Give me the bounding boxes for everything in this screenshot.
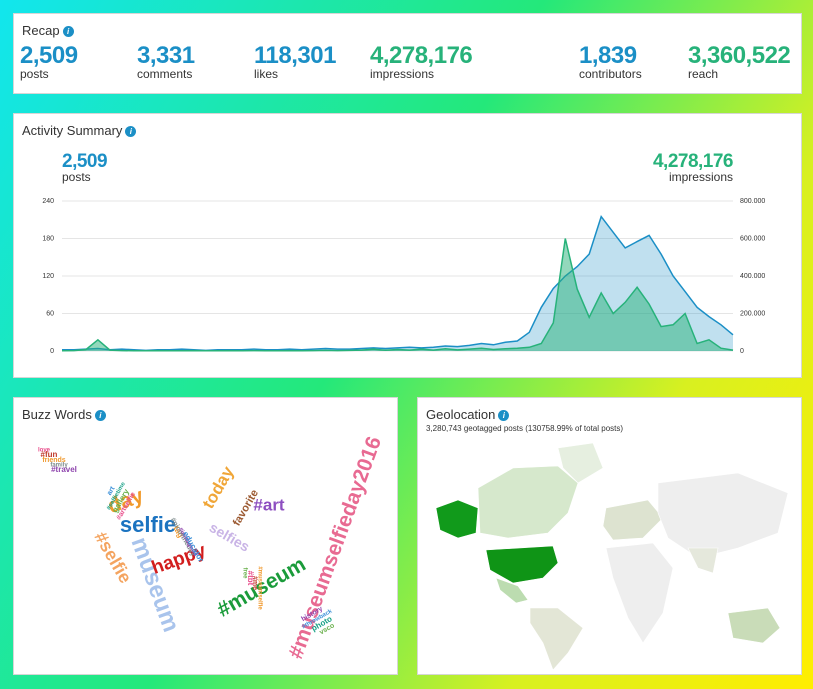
buzz-word: friends: [42, 457, 65, 464]
usa: [485, 545, 559, 584]
info-icon[interactable]: i: [62, 26, 74, 37]
stat-label: reach: [688, 67, 719, 81]
total-impressions: 4,278,176 impressions: [652, 151, 734, 184]
buzz-word: selfies: [207, 519, 253, 555]
total-value: 2,509: [62, 151, 108, 172]
info-icon[interactable]: i: [125, 126, 137, 137]
buzz-word: free: [241, 567, 247, 579]
stat-label: comments: [137, 67, 193, 81]
recap-panel: Recap i 2,509 posts 3,331 comments 118,301 lik…: [13, 13, 802, 94]
buzz-word: #travel: [51, 465, 77, 474]
greenland: [557, 442, 604, 484]
recap-stat: 3,360,522 reach: [688, 42, 791, 81]
stat-label: contributors: [579, 67, 642, 81]
total-label: impressions: [668, 170, 733, 184]
info-icon[interactable]: i: [498, 410, 510, 421]
geo-panel: Geolocation i 3,280,743 geotagged posts (…: [417, 397, 802, 675]
total-label: posts: [62, 170, 91, 184]
canada: [477, 465, 579, 539]
title-text: Activity Summary: [22, 123, 123, 138]
geo-title: Geolocation i: [426, 407, 510, 422]
total-value: 4,278,176: [652, 151, 734, 172]
buzz-word: #tbt: [246, 571, 255, 586]
activity-panel: Activity Summary i 2,509 posts 4,278,176 im…: [13, 113, 802, 378]
stat-label: posts: [20, 67, 49, 81]
buzz-word: selfie: [120, 512, 176, 537]
title-text: Geolocation: [426, 407, 496, 422]
stat-value: 1,839: [579, 42, 637, 69]
africa: [605, 542, 674, 644]
south-america: [529, 607, 584, 671]
info-icon[interactable]: i: [94, 410, 106, 421]
title-text: Recap: [22, 23, 60, 38]
buzz-word: love: [38, 448, 51, 454]
recap-stat: 2,509 posts: [20, 42, 78, 81]
word-cloud: #museumselfieday2016selfiemuseum#selfied…: [38, 433, 386, 661]
buzz-word: #me: [251, 576, 258, 590]
recap-title: Recap i: [22, 23, 74, 38]
europe: [602, 499, 664, 541]
activity-title: Activity Summary i: [22, 123, 137, 138]
buzz-word: #selfie: [90, 528, 135, 587]
buzz-word: art: [106, 485, 117, 497]
recap-stat: 1,839 contributors: [579, 42, 642, 81]
stat-value: 3,331: [137, 42, 195, 69]
recap-stat: 3,331 comments: [137, 42, 195, 81]
stat-value: 2,509: [20, 42, 78, 69]
geo-subtitle: 3,280,743 geotagged posts (130758.99% of…: [426, 424, 624, 433]
title-text: Buzz Words: [22, 407, 92, 422]
buzz-word: #fun: [41, 450, 58, 459]
india: [687, 547, 719, 574]
stat-label: likes: [254, 67, 279, 81]
buzz-word: today: [199, 463, 238, 512]
world-map: [435, 442, 789, 671]
stat-label: impressions: [370, 67, 435, 81]
buzz-panel: Buzz Words i #museumselfieday2016 selfie mu…: [13, 397, 398, 675]
buzz-word: #art: [253, 495, 285, 514]
alaska: [435, 499, 479, 539]
asia: [657, 472, 789, 559]
australia: [727, 607, 781, 644]
mexico: [495, 577, 529, 604]
buzz-word: family: [50, 463, 68, 469]
stat-value: 118,301: [254, 42, 336, 69]
total-posts: 2,509 posts: [62, 151, 108, 184]
recap-stat: 118,301 likes: [254, 42, 336, 81]
buzz-word: #museumselfie: [256, 566, 262, 610]
stat-value: 3,360,522: [688, 42, 791, 69]
recap-stat: 4,278,176 impressions: [370, 42, 473, 81]
buzz-title: Buzz Words i: [22, 407, 106, 422]
stat-value: 4,278,176: [370, 42, 473, 69]
